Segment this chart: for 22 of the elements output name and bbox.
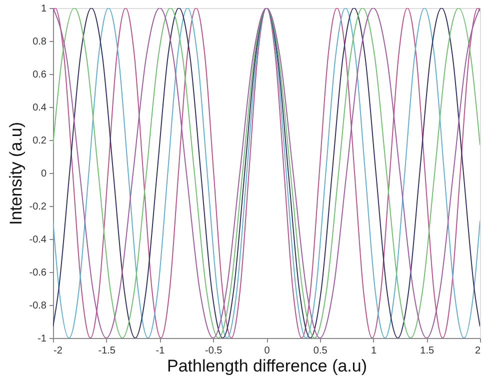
x-tick-label: -2 bbox=[54, 346, 63, 356]
y-tick-label: -1 bbox=[38, 334, 47, 344]
y-tick-label: 0.4 bbox=[32, 102, 47, 114]
x-tick-label: 1.5 bbox=[420, 346, 435, 356]
y-tick-label: 1 bbox=[40, 4, 47, 14]
y-tick-label: 0.6 bbox=[32, 70, 47, 80]
y-tick-label: 0.8 bbox=[32, 36, 47, 48]
x-axis-title: Pathlength difference (a.u) bbox=[166, 356, 368, 376]
x-tick-label: 0 bbox=[264, 346, 270, 356]
x-tick-label: 0.5 bbox=[313, 346, 328, 356]
y-tick-label: 0 bbox=[40, 168, 47, 180]
y-axis-title: Intensity (a.u) bbox=[6, 122, 26, 225]
y-tick-label: -0.4 bbox=[29, 234, 47, 246]
y-tick-label: 0.2 bbox=[32, 136, 47, 146]
x-tick-label: -1 bbox=[156, 346, 166, 356]
x-tick-label: -1.5 bbox=[98, 346, 116, 356]
x-tick-label: 1 bbox=[370, 346, 377, 356]
y-tick-label: -0.8 bbox=[29, 300, 47, 312]
x-tick-label: -0.5 bbox=[205, 346, 223, 356]
y-tick-label: -0.2 bbox=[29, 202, 47, 212]
x-tick-label: 2 bbox=[474, 346, 481, 356]
y-tick-label: -0.6 bbox=[29, 268, 47, 278]
